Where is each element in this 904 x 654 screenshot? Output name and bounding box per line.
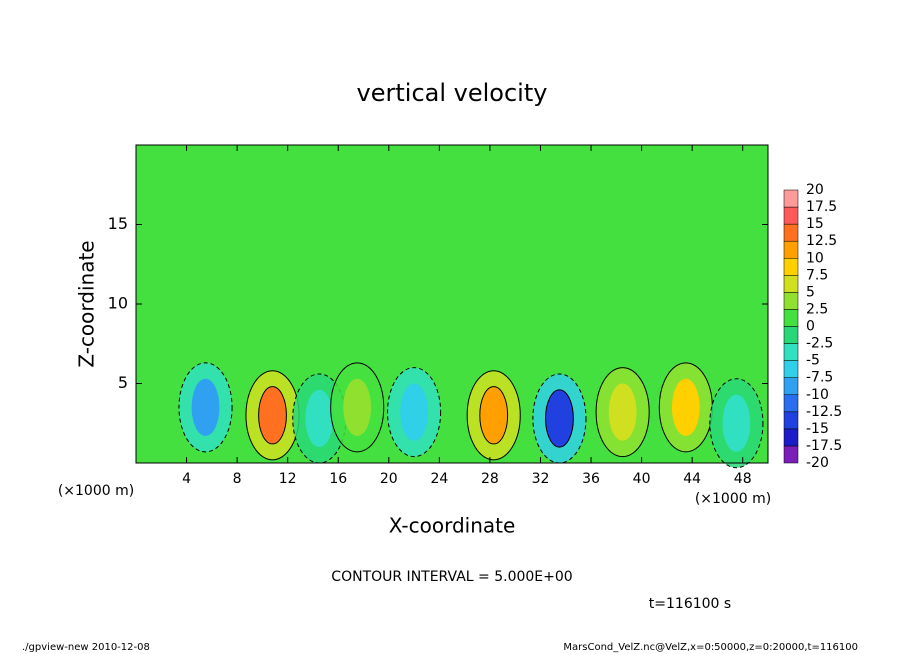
x-tick-label: 12 bbox=[279, 471, 297, 487]
cell bbox=[722, 394, 751, 452]
colorbar-label: -2.5 bbox=[806, 336, 833, 352]
colorbar-swatch bbox=[783, 292, 799, 310]
colorbar-label: 7.5 bbox=[806, 267, 828, 283]
x-tick-label: 8 bbox=[233, 471, 242, 487]
colorbar-label: -10 bbox=[806, 387, 829, 403]
colorbar-label: 12.5 bbox=[806, 233, 837, 249]
colorbar-label: 0 bbox=[806, 319, 815, 335]
colorbar-swatch bbox=[783, 360, 799, 378]
y-tick-label: 10 bbox=[108, 294, 128, 313]
cell-contour bbox=[595, 367, 650, 458]
cell bbox=[671, 378, 700, 436]
contour-interval: CONTOUR INTERVAL = 5.000E+00 bbox=[331, 569, 572, 585]
time-label: t=116100 s bbox=[649, 596, 731, 612]
colorbar-label: -5 bbox=[806, 353, 820, 369]
chart-title: vertical velocity bbox=[357, 79, 548, 107]
colorbar-swatch bbox=[783, 189, 799, 208]
cell bbox=[343, 378, 372, 436]
x-tick-label: 28 bbox=[481, 471, 499, 487]
colorbar-swatch bbox=[783, 223, 799, 242]
colorbar-label: 2.5 bbox=[806, 301, 828, 317]
colorbar-swatch bbox=[783, 240, 799, 259]
y-tick-label: 15 bbox=[108, 214, 128, 233]
cell bbox=[305, 389, 334, 448]
cell-contour bbox=[178, 362, 233, 453]
colorbar-label: 20 bbox=[806, 182, 824, 198]
x-tick-label: 16 bbox=[329, 471, 347, 487]
x-tick-label: 44 bbox=[683, 471, 701, 487]
cell bbox=[545, 389, 574, 448]
colorbar-swatch bbox=[783, 326, 799, 344]
colorbar-swatch bbox=[783, 411, 799, 430]
colorbar-label: -15 bbox=[806, 421, 829, 437]
cell bbox=[608, 383, 637, 441]
y-axis-label: Z-coordinate bbox=[75, 240, 99, 367]
colorbar-swatch bbox=[783, 394, 799, 413]
x-tick-label: 4 bbox=[182, 471, 191, 487]
colorbar-swatch bbox=[783, 258, 799, 276]
footer-left: ./gpview-new 2010-12-08 bbox=[22, 642, 150, 653]
colorbar-swatch bbox=[783, 445, 799, 464]
x-tick-label: 48 bbox=[734, 471, 752, 487]
colorbar-label: 17.5 bbox=[806, 199, 837, 215]
colorbar-swatch bbox=[783, 343, 799, 361]
colorbar-swatch bbox=[783, 428, 799, 447]
colorbar-swatch bbox=[783, 206, 799, 225]
cell bbox=[191, 378, 220, 436]
x-tick-label: 20 bbox=[380, 471, 398, 487]
cell-contour bbox=[387, 367, 442, 458]
x-tick-label: 24 bbox=[430, 471, 448, 487]
colorbar-swatch bbox=[783, 309, 799, 327]
x-tick-label: 32 bbox=[532, 471, 550, 487]
colorbar-swatch bbox=[783, 275, 799, 293]
footer-right: MarsCond_VelZ.nc@VelZ,x=0:50000,z=0:2000… bbox=[563, 642, 858, 653]
colorbar-label: 10 bbox=[806, 250, 824, 266]
y-tick-label: 5 bbox=[118, 373, 128, 392]
cell-contour bbox=[330, 362, 385, 453]
x-axis-label: X-coordinate bbox=[389, 514, 516, 538]
x-unit-right: (×1000 m) bbox=[695, 491, 771, 507]
cell bbox=[258, 386, 287, 445]
cell-contour bbox=[466, 370, 521, 461]
colorbar-label: 5 bbox=[806, 284, 815, 300]
cell bbox=[400, 383, 428, 441]
x-unit: (×1000 m) bbox=[58, 483, 134, 499]
colorbar-label: -17.5 bbox=[806, 438, 842, 454]
colorbar-label: -20 bbox=[806, 455, 829, 471]
colorbar-label: 15 bbox=[806, 216, 824, 232]
colorbar-label: -7.5 bbox=[806, 370, 833, 386]
x-tick-label: 36 bbox=[582, 471, 600, 487]
colorbar-label: -12.5 bbox=[806, 404, 842, 420]
cell-contour bbox=[709, 378, 764, 469]
x-tick-label: 40 bbox=[633, 471, 651, 487]
cell bbox=[479, 386, 509, 445]
colorbar-swatch bbox=[783, 377, 799, 395]
